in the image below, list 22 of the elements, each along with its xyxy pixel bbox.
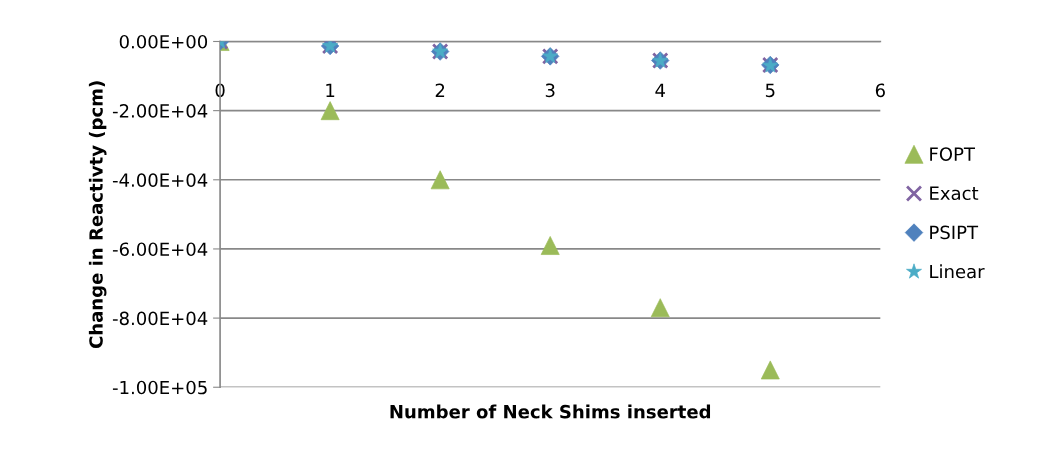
y-tick-label: -2.00E+04: [112, 104, 208, 118]
y-tick-label: -8.00E+04: [112, 311, 208, 326]
legend-label: FOPT: [930, 147, 976, 161]
legend-label: Linear: [930, 264, 985, 279]
legend-label: Exact: [930, 186, 979, 201]
x-tick-label: 3: [545, 83, 555, 98]
point: [320, 101, 340, 121]
y-tick-label: -4.00E+04: [112, 173, 208, 187]
point: [760, 360, 780, 380]
x-tick-label: 5: [765, 83, 775, 98]
x-tick-label: 2: [435, 83, 445, 97]
x-axis-title: Number of Neck Shims inserted: [390, 404, 711, 419]
y-tick-label: 0.00E+00: [119, 34, 208, 49]
x-tick-label: 0: [215, 83, 225, 98]
x-tick-label: 6: [875, 83, 885, 98]
y-tick-label: -6.00E+04: [112, 242, 208, 257]
legend-label: PSIPT: [930, 225, 979, 240]
point: [540, 236, 560, 255]
y-axis-title: Change in Reactivty (pcm): [88, 81, 107, 349]
x-tick-label: 4: [655, 83, 665, 97]
x-tick-label: 1: [326, 83, 335, 97]
y-tick-label: -1.00E+05: [112, 380, 207, 395]
